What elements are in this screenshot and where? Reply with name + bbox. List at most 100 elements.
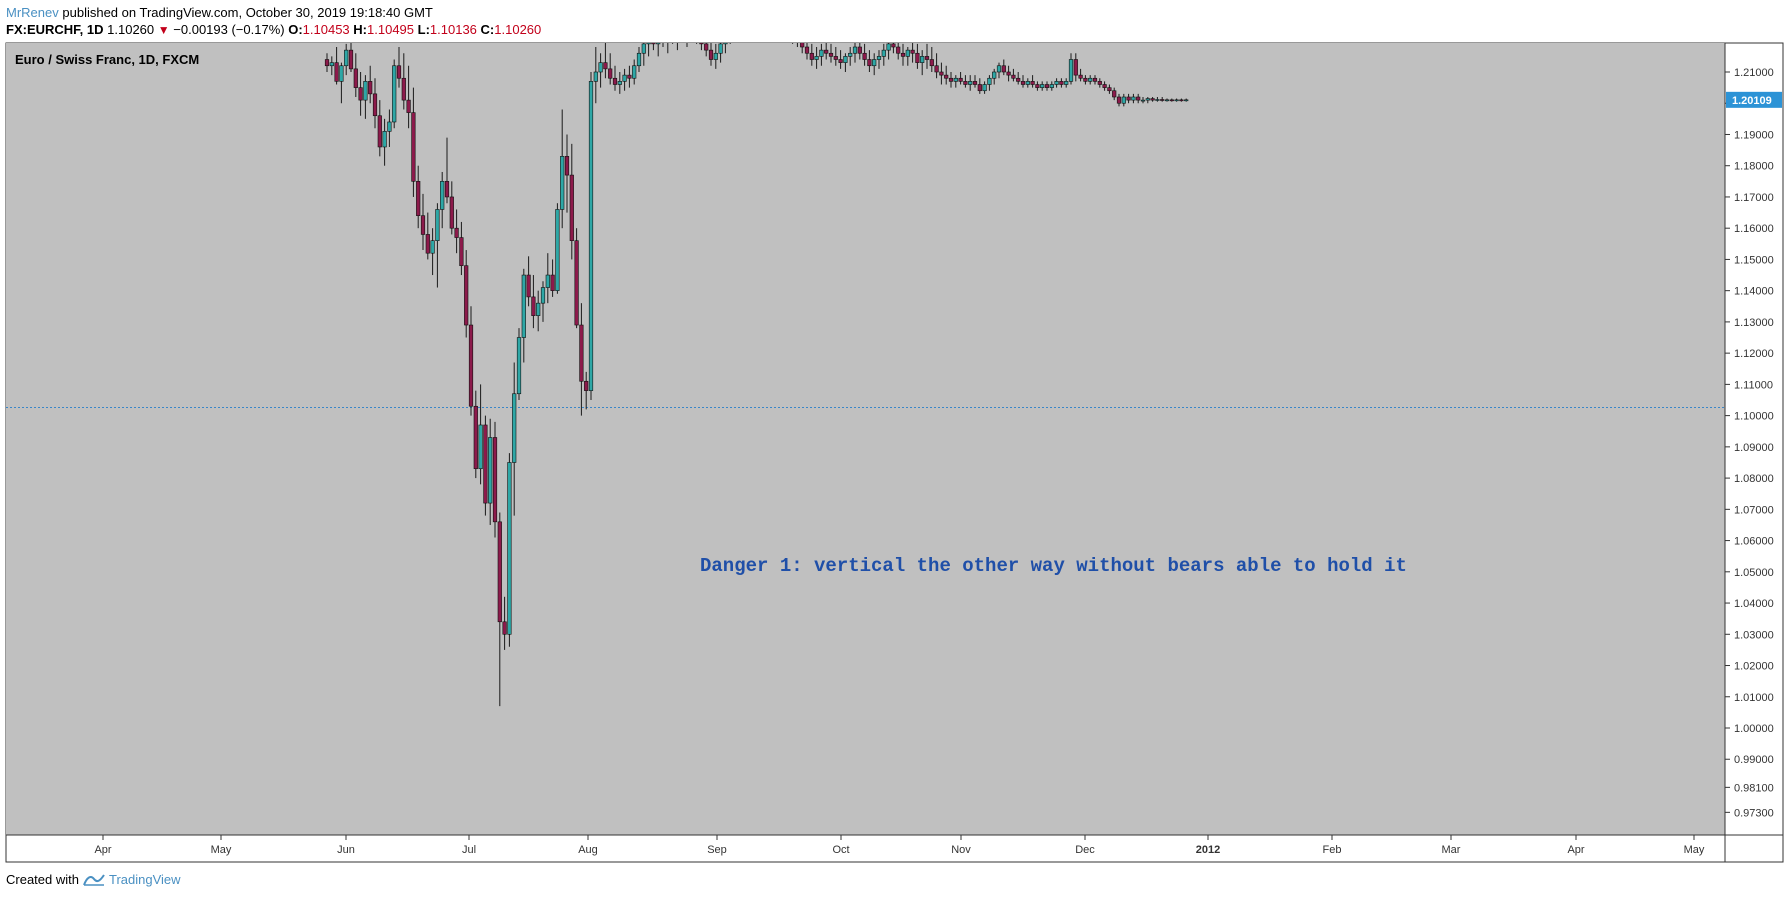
candle [1155, 96, 1160, 102]
candles-layer [324, 0, 1189, 707]
candle [358, 72, 363, 116]
chart-annotation[interactable]: Danger 1: vertical the other way without… [700, 555, 1407, 577]
candle-body [1116, 96, 1122, 104]
candle [671, 31, 675, 44]
candle-body [748, 6, 752, 9]
candle [564, 134, 570, 213]
candle [435, 203, 440, 288]
candle [444, 137, 450, 204]
candle-body [651, 43, 656, 45]
candle [353, 53, 358, 97]
candle [1040, 81, 1045, 91]
candle [1078, 68, 1083, 82]
candle-body [622, 74, 627, 82]
low-value: 1.10136 [429, 22, 477, 37]
candle [767, 0, 771, 16]
x-tick-label: Dec [1075, 844, 1095, 856]
x-tick-label: Jul [462, 844, 476, 856]
candle [483, 415, 488, 516]
candle [738, 6, 742, 28]
candle [497, 512, 502, 707]
y-tick-label: 0.97300 [1734, 807, 1774, 819]
candle-body [924, 56, 930, 60]
candle [531, 275, 536, 329]
x-tick-label: May [211, 844, 232, 856]
candle [430, 228, 435, 276]
candle [339, 62, 344, 104]
candle [1068, 53, 1074, 85]
price-change: −0.00193 (−0.17%) [173, 22, 285, 37]
candle [1030, 75, 1035, 88]
candle [982, 81, 987, 94]
candle-body [444, 181, 450, 198]
high-value: 1.10495 [367, 22, 415, 37]
candle [886, 43, 891, 60]
price-axis[interactable]: 1.210001.200001.190001.180001.170001.160… [1725, 67, 1782, 819]
candle [569, 143, 574, 260]
author-link[interactable]: MrRenev [6, 5, 59, 20]
candle-body [939, 71, 944, 76]
candle-body [1040, 84, 1045, 88]
candle-body [646, 43, 651, 45]
candle [891, 43, 896, 54]
candle-body [627, 74, 632, 79]
candle [905, 47, 910, 66]
candle-body [718, 43, 723, 54]
candle [819, 43, 824, 66]
publish-line: MrRenev published on TradingView.com, Oc… [6, 4, 541, 21]
candle [1164, 98, 1170, 102]
tradingview-link[interactable]: TradingView [108, 872, 181, 887]
candle-body [704, 43, 709, 51]
candle-body [934, 65, 939, 73]
candle-body [862, 52, 867, 60]
candle-body [574, 240, 579, 326]
candle [848, 47, 853, 66]
candle-body [852, 46, 858, 54]
candle-body [800, 43, 805, 48]
candle-body [1073, 59, 1078, 76]
candle [792, 43, 794, 44]
candle [1116, 93, 1122, 107]
candle-body [425, 234, 430, 254]
candle [1035, 81, 1040, 91]
y-tick-label: 1.01000 [1734, 692, 1774, 704]
candle-body [833, 56, 838, 60]
candle [1107, 84, 1112, 94]
x-tick-label: Oct [832, 844, 849, 856]
candle-body [324, 59, 330, 67]
candle [867, 50, 872, 72]
x-tick-label: 2012 [1196, 844, 1220, 856]
candle [344, 43, 349, 76]
candle [896, 43, 901, 60]
y-tick-label: 1.09000 [1734, 442, 1774, 454]
candle-body [708, 49, 714, 60]
candle-body [814, 56, 819, 60]
candle [963, 75, 968, 88]
candle-body [454, 227, 459, 238]
candle-body [353, 68, 358, 88]
candle [1044, 81, 1050, 91]
candle-body [468, 324, 474, 407]
time-axis[interactable]: Apr May Jun Jul Aug Sep Oct Nov Dec 2012 Feb Mar Apr… [94, 835, 1705, 856]
candle-body [968, 81, 973, 85]
candle-body [838, 59, 843, 63]
candle [800, 43, 805, 54]
last-price-tag [1726, 91, 1782, 108]
candle-body [545, 274, 550, 288]
candle [934, 53, 939, 79]
candle-body [1006, 71, 1011, 76]
candle [536, 290, 541, 332]
candle [690, 13, 694, 38]
candle [617, 72, 622, 94]
candle [560, 109, 565, 229]
candle-body [819, 49, 824, 57]
candle-body [671, 31, 675, 37]
candle-body [636, 52, 642, 67]
candle-body [1131, 96, 1136, 101]
y-tick-label: 0.99000 [1734, 754, 1774, 766]
candle-body [695, 31, 699, 37]
chart-frame [5, 42, 1784, 863]
candle [608, 53, 613, 85]
candle [584, 371, 589, 410]
